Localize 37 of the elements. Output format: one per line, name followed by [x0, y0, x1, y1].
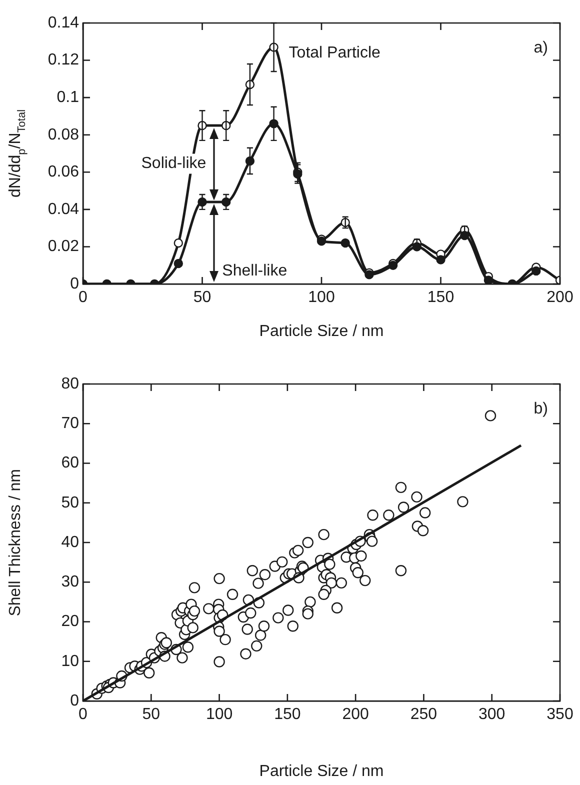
y-tick-label: 0.08 [48, 126, 80, 144]
y-tick-label: 0.06 [48, 164, 80, 181]
y-axis-title: dN/ddp/NTotal [7, 109, 28, 198]
y-tick-label: 20 [61, 613, 80, 630]
annotation: Shell-like [222, 262, 288, 280]
y-tick-label: 0.04 [48, 200, 80, 218]
x-tick-label: 150 [274, 706, 301, 724]
y-tick-label: 60 [61, 454, 80, 472]
annotation: Solid-like [141, 155, 206, 172]
annotation: b) [534, 400, 548, 418]
y-tick-label: 10 [61, 652, 80, 670]
x-tick-label: 100 [206, 706, 233, 724]
annotation: a) [534, 39, 548, 56]
x-tick-label: 300 [478, 706, 506, 724]
x-tick-label: 150 [427, 289, 454, 306]
y-tick-label: 80 [61, 375, 80, 392]
y-tick-label: 0.1 [56, 88, 80, 106]
y-tick-label: 40 [61, 534, 80, 551]
x-tick-label: 200 [342, 706, 370, 724]
x-axis-title: Particle Size / nm [259, 762, 384, 780]
y-tick-label: 0 [70, 275, 80, 292]
y-tick-label: 0.12 [48, 52, 80, 69]
x-tick-label: 200 [546, 289, 574, 306]
y-tick-label: 70 [61, 415, 80, 432]
x-tick-label: 100 [308, 289, 335, 306]
x-tick-label: 250 [410, 706, 438, 724]
legend-label: Total Particle [288, 44, 380, 62]
y-tick-label: 30 [61, 574, 80, 591]
y-tick-label: 0.14 [48, 14, 80, 32]
y-tick-label: 50 [61, 494, 80, 512]
x-axis-title: Particle Size / nm [259, 322, 384, 340]
x-tick-label: 50 [193, 289, 212, 306]
x-tick-label: 50 [142, 706, 160, 724]
y-tick-label: 0.02 [48, 238, 80, 256]
y-axis-title: Shell Thickness / nm [7, 468, 24, 616]
x-tick-label: 350 [546, 706, 574, 724]
y-tick-label: 0 [70, 692, 80, 710]
